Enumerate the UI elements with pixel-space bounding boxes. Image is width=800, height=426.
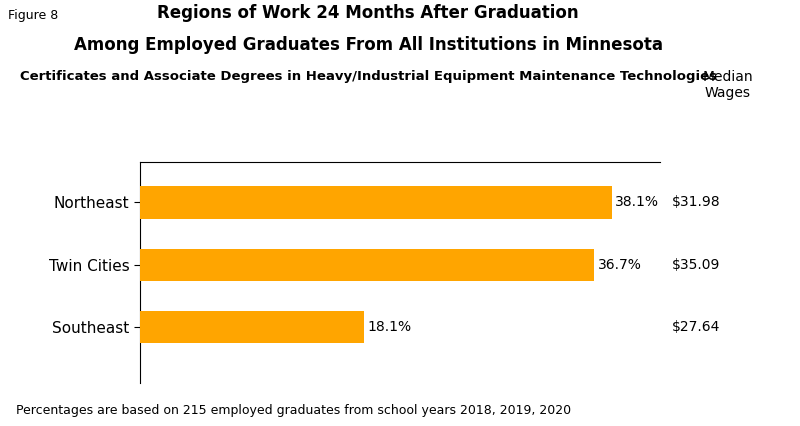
Bar bbox=[140, 186, 612, 219]
Text: $35.09: $35.09 bbox=[672, 258, 720, 272]
Text: $27.64: $27.64 bbox=[672, 320, 720, 334]
Bar bbox=[140, 249, 594, 281]
Text: 38.1%: 38.1% bbox=[615, 196, 659, 210]
Text: Median
Wages: Median Wages bbox=[702, 70, 754, 101]
Text: $31.98: $31.98 bbox=[672, 196, 721, 210]
Text: Percentages are based on 215 employed graduates from school years 2018, 2019, 20: Percentages are based on 215 employed gr… bbox=[16, 404, 571, 417]
Text: Figure 8: Figure 8 bbox=[8, 9, 58, 22]
Text: Regions of Work 24 Months After Graduation: Regions of Work 24 Months After Graduati… bbox=[157, 4, 579, 22]
Text: 36.7%: 36.7% bbox=[598, 258, 642, 272]
Text: Certificates and Associate Degrees in Heavy/Industrial Equipment Maintenance Tec: Certificates and Associate Degrees in He… bbox=[19, 70, 717, 83]
Text: 18.1%: 18.1% bbox=[368, 320, 412, 334]
Text: Among Employed Graduates From All Institutions in Minnesota: Among Employed Graduates From All Instit… bbox=[74, 36, 662, 54]
Bar bbox=[140, 311, 364, 343]
